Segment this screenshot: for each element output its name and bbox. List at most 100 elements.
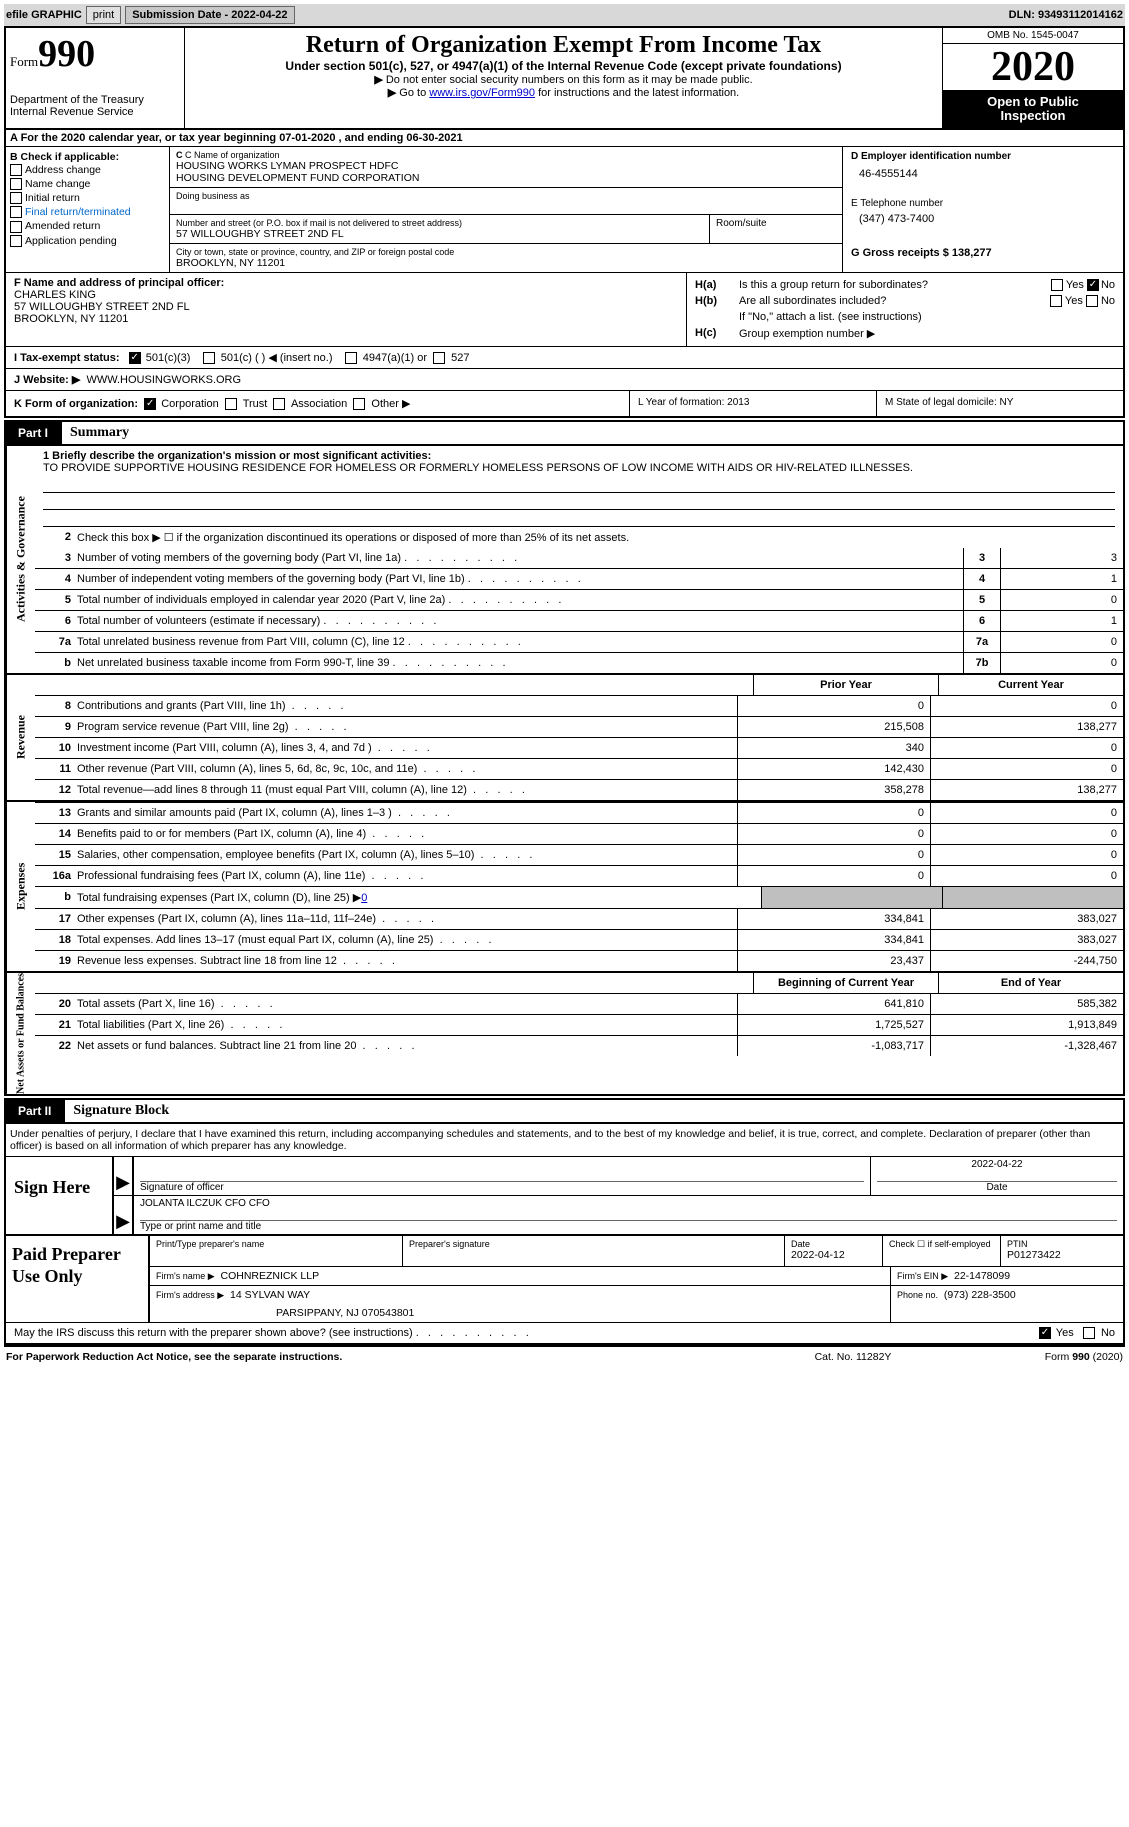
row-cellnum: 7b [963, 653, 1000, 673]
sig-officer-label: Signature of officer [140, 1182, 864, 1193]
checkbox-527[interactable] [433, 352, 445, 364]
firm-name-value: COHNREZNICK LLP [221, 1270, 320, 1282]
street-value: 57 WILLOUGHBY STREET 2ND FL [176, 228, 703, 240]
row-num: 16a [35, 866, 77, 886]
tax-exempt-label: I Tax-exempt status: [14, 352, 120, 364]
section-bcdeg: B Check if applicable: Address change Na… [4, 147, 1125, 273]
checkbox-4947[interactable] [345, 352, 357, 364]
firm-addr1-value: 14 SYLVAN WAY [230, 1289, 310, 1301]
ha-yes-checkbox[interactable] [1051, 279, 1063, 291]
prior-year-value: 334,841 [737, 909, 930, 929]
prep-check-label: Check ☐ if self-employed [883, 1236, 1001, 1266]
part1-num: Part I [4, 423, 62, 443]
opt-amended-return: Amended return [25, 220, 100, 232]
vert-net-assets: Net Assets or Fund Balances [6, 973, 35, 1094]
section-deg: D Employer identification number 46-4555… [843, 147, 1123, 272]
row-num: 14 [35, 824, 77, 844]
data-row: 15Salaries, other compensation, employee… [35, 844, 1123, 865]
section-l: L Year of formation: 2013 [629, 391, 876, 416]
omb-number: OMB No. 1545-0047 [943, 28, 1123, 44]
note-goto-suffix: for instructions and the latest informat… [535, 87, 739, 99]
no-label: No [1101, 279, 1115, 291]
firm-phone-value: (973) 228-3500 [944, 1289, 1016, 1301]
checkbox-amended-return[interactable] [10, 221, 22, 233]
hb-no-checkbox[interactable] [1086, 295, 1098, 307]
row-text: Other revenue (Part VIII, column (A), li… [77, 759, 737, 779]
checkbox-association[interactable] [273, 398, 285, 410]
top-bar: efile GRAPHIC print Submission Date - 20… [4, 4, 1125, 26]
vert-expenses: Expenses [6, 802, 35, 971]
data-row: 16aProfessional fundraising fees (Part I… [35, 865, 1123, 886]
question-1: 1 Briefly describe the organization's mi… [35, 446, 1123, 476]
prior-year-value: 0 [737, 845, 930, 865]
hb-yes-checkbox[interactable] [1050, 295, 1062, 307]
checkbox-trust[interactable] [225, 398, 237, 410]
row-text: Net assets or fund balances. Subtract li… [77, 1036, 737, 1056]
discuss-no-checkbox[interactable] [1083, 1327, 1095, 1339]
checkbox-other[interactable] [353, 398, 365, 410]
footer: For Paperwork Reduction Act Notice, see … [4, 1345, 1125, 1367]
row-num: 19 [35, 951, 77, 971]
checkbox-address-change[interactable] [10, 164, 22, 176]
phone-label: E Telephone number [851, 198, 1115, 209]
opt-501c: 501(c) ( ) ◀ (insert no.) [221, 352, 333, 364]
current-year-value: 0 [930, 803, 1123, 823]
checkbox-name-change[interactable] [10, 178, 22, 190]
print-button[interactable]: print [86, 6, 121, 24]
row-text: Total number of volunteers (estimate if … [77, 611, 963, 631]
org-name-1: HOUSING WORKS LYMAN PROSPECT HDFC [176, 160, 836, 172]
org-name-2: HOUSING DEVELOPMENT FUND CORPORATION [176, 172, 836, 184]
discuss-yes-checkbox[interactable]: ✓ [1039, 1327, 1051, 1339]
officer-addr1: 57 WILLOUGHBY STREET 2ND FL [14, 301, 678, 313]
row-num: 4 [35, 569, 77, 589]
inspection-badge: Open to Public Inspection [943, 91, 1123, 128]
website-label: J Website: ▶ [14, 374, 80, 386]
row-text: Revenue less expenses. Subtract line 18 … [77, 951, 737, 971]
governance-row: 6Total number of volunteers (estimate if… [35, 610, 1123, 631]
sign-here-block: Sign Here ▶ Signature of officer 2022-04… [4, 1157, 1125, 1236]
note-privacy: Do not enter social security numbers on … [386, 74, 753, 86]
prior-year-value: 142,430 [737, 759, 930, 779]
row-text: Number of independent voting members of … [77, 569, 963, 589]
checkbox-final-return[interactable] [10, 206, 22, 218]
instructions-link[interactable]: www.irs.gov/Form990 [429, 87, 535, 99]
row-value: 3 [1000, 548, 1123, 568]
part1-header: Part I Summary [4, 420, 1125, 446]
data-row: 10Investment income (Part VIII, column (… [35, 737, 1123, 758]
row-num: 18 [35, 930, 77, 950]
ein-label: D Employer identification number [851, 151, 1011, 162]
ha-no-checkbox[interactable]: ✓ [1087, 279, 1099, 291]
q1-label: 1 Briefly describe the organization's mi… [43, 450, 431, 462]
signature-arrow-icon: ▶ [116, 1211, 130, 1232]
grey-cell [761, 887, 942, 908]
mission-text: TO PROVIDE SUPPORTIVE HOUSING RESIDENCE … [43, 462, 1115, 474]
row-num: 11 [35, 759, 77, 779]
phone-value: (347) 473-7400 [851, 213, 1115, 225]
checkbox-corporation[interactable]: ✓ [144, 398, 156, 410]
row-num: 10 [35, 738, 77, 758]
current-year-value: 383,027 [930, 909, 1123, 929]
officer-label: F Name and address of principal officer: [14, 277, 224, 289]
row-cellnum: 4 [963, 569, 1000, 589]
current-year-value: 0 [930, 866, 1123, 886]
row-text: Other expenses (Part IX, column (A), lin… [77, 909, 737, 929]
checkbox-501c3[interactable]: ✓ [129, 352, 141, 364]
form-header: Form990 Department of the Treasury Inter… [4, 26, 1125, 130]
row-cellnum: 7a [963, 632, 1000, 652]
irs-label: Internal Revenue Service [10, 106, 180, 118]
checkbox-501c[interactable] [203, 352, 215, 364]
opt-initial-return: Initial return [25, 192, 80, 204]
section-i: I Tax-exempt status: ✓ 501(c)(3) 501(c) … [6, 347, 1123, 369]
form-number: 990 [38, 33, 95, 75]
inspection-line2: Inspection [945, 109, 1121, 123]
data-row: 22Net assets or fund balances. Subtract … [35, 1035, 1123, 1056]
tax-year: 2020 [991, 46, 1075, 88]
ptin-label: PTIN [1007, 1239, 1117, 1249]
department-label: Department of the Treasury [10, 94, 180, 106]
line-a: A For the 2020 calendar year, or tax yea… [4, 130, 1125, 147]
yes-label: Yes [1066, 279, 1084, 291]
line-16b-text: Total fundraising expenses (Part IX, col… [77, 892, 361, 904]
checkbox-initial-return[interactable] [10, 192, 22, 204]
checkbox-application-pending[interactable] [10, 235, 22, 247]
city-label: City or town, state or province, country… [176, 247, 836, 257]
